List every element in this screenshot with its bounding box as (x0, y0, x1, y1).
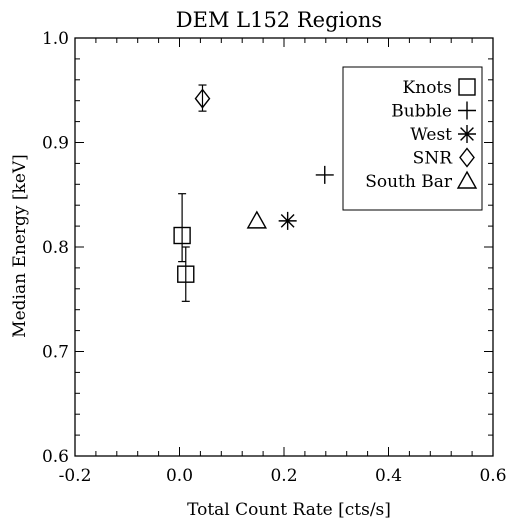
y-tick-label: 0.6 (42, 447, 69, 467)
data-point-snr (194, 88, 211, 109)
legend-marker (458, 101, 476, 120)
legend-marker (459, 147, 475, 168)
y-axis-label: Median Energy [keV] (10, 154, 30, 338)
data-point-west (278, 211, 297, 230)
legend-marker (458, 125, 476, 143)
plus-marker (458, 101, 476, 120)
legend-label: West (410, 125, 452, 145)
legend-label: Knots (403, 78, 452, 98)
legend-marker (458, 78, 476, 96)
asterisk-marker (458, 125, 476, 143)
data-marks (173, 84, 334, 302)
x-tick-label: 0.4 (375, 466, 402, 486)
legend: Knots Bubble West SNR South Bar (342, 66, 483, 211)
legend-label: South Bar (365, 172, 453, 192)
square-marker (173, 226, 191, 245)
axis-ticks (74, 37, 494, 457)
legend-marker (456, 170, 478, 189)
square-marker (177, 265, 195, 283)
legend-label: SNR (413, 149, 454, 169)
diamond-marker (459, 147, 475, 168)
y-tick-label: 0.8 (42, 238, 69, 258)
diamond-marker (194, 88, 211, 109)
x-tick-label: -0.2 (59, 466, 92, 486)
data-point-knots (173, 226, 191, 245)
x-tick-label: 0.0 (166, 466, 193, 486)
data-point-knots (177, 265, 195, 283)
chart-title: DEM L152 Regions (176, 8, 382, 32)
asterisk-marker (278, 211, 297, 230)
y-tick-label: 0.7 (42, 343, 69, 363)
triangle-marker (246, 210, 268, 229)
axis-tick-labels: -0.2 0.0 0.2 0.4 0.6 0.6 0.7 0.8 0.9 1.0 (42, 29, 507, 486)
square-marker (458, 78, 476, 96)
x-tick-label: 0.2 (270, 466, 297, 486)
data-point-south-bar (246, 210, 268, 229)
x-tick-label: 0.6 (479, 466, 506, 486)
x-axis-label: Total Count Rate [cts/s] (187, 500, 391, 520)
triangle-marker (456, 170, 478, 189)
data-point-bubble (315, 165, 334, 184)
y-tick-label: 0.9 (42, 134, 69, 154)
y-tick-label: 1.0 (42, 29, 69, 49)
legend-label: Bubble (391, 102, 452, 122)
plus-marker (315, 165, 334, 184)
